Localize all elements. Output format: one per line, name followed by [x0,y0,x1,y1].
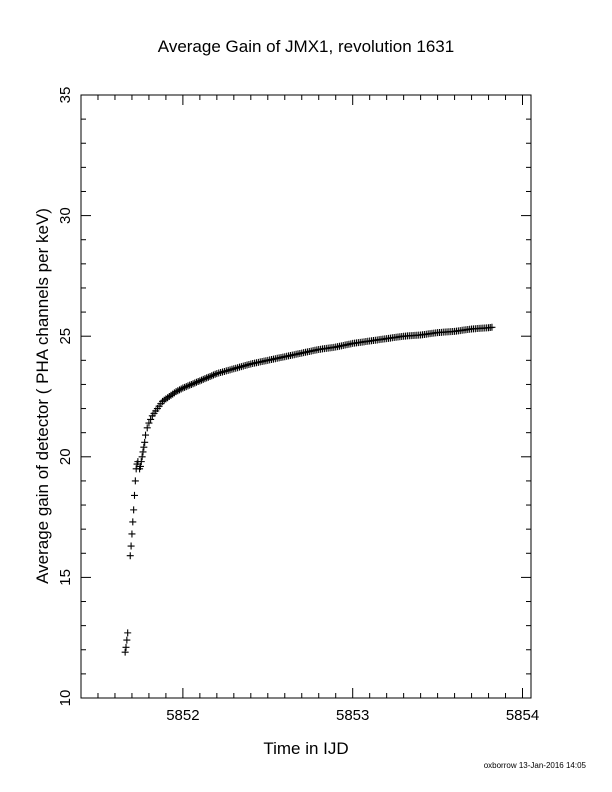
y-tick-label: 20 [57,448,74,465]
data-point [138,453,146,461]
x-tick-label: 5854 [506,707,539,724]
footer-credit: oxborrow 13-Jan-2016 14:05 [484,761,587,770]
data-point [140,443,148,451]
data-point [208,372,216,380]
data-point [137,458,145,466]
data-point [199,375,207,383]
data-point [203,374,211,382]
data-point [191,379,199,387]
data-point [182,383,190,391]
x-axis-label: Time in IJD [263,739,348,758]
data-point [198,376,206,384]
data-point [128,530,136,538]
data-point [187,380,195,388]
data-point [204,373,212,381]
data-point [201,375,209,383]
data-point [124,629,132,637]
data-point [122,643,130,651]
y-tick-label: 10 [57,690,74,707]
data-point [194,378,202,386]
data-point [147,415,155,423]
y-tick-label: 15 [57,569,74,586]
data-point [179,384,187,392]
chart-title: Average Gain of JMX1, revolution 1631 [158,37,454,56]
data-point [127,542,135,550]
data-point [123,636,131,644]
data-point [211,370,219,378]
data-point [181,383,189,391]
data-point [142,431,150,439]
y-axis-label: Average gain of detector ( PHA channels … [33,208,52,584]
data-points [121,323,496,656]
data-point [141,438,149,446]
data-point [209,371,217,379]
data-point [121,648,129,656]
x-tick-label: 5853 [336,707,369,724]
axis-tick-labels: 10 15 20 25 30 35 5852 5853 5854 [57,87,539,724]
data-point [130,491,138,499]
data-point [184,382,192,390]
data-point [145,419,153,427]
axis-ticks [80,94,531,699]
data-point [130,506,138,514]
data-point [126,552,134,560]
data-point [186,381,194,389]
data-point [206,372,214,380]
data-point [189,380,197,388]
data-point [488,323,496,331]
data-point [129,518,137,526]
y-tick-label: 25 [57,328,74,345]
y-tick-label: 35 [57,87,74,104]
y-tick-label: 30 [57,207,74,224]
data-point [177,385,185,393]
data-point [192,378,200,386]
plot-frame [80,94,532,699]
x-tick-label: 5852 [166,707,199,724]
data-point [196,377,204,385]
data-point [136,462,144,470]
data-point [131,477,139,485]
data-point [143,424,151,432]
data-point [139,448,147,456]
